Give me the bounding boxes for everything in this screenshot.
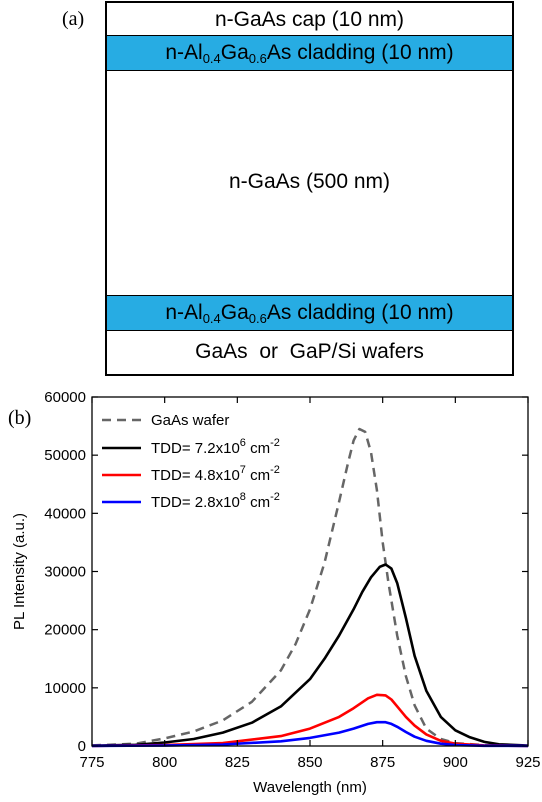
y-axis-label: PL Intensity (a.u.) [11, 513, 28, 630]
y-tick-label-10000: 10000 [44, 680, 86, 697]
y-tick-label-0: 0 [78, 738, 86, 755]
x-tick-label-850: 850 [297, 754, 322, 771]
substrate-layer: GaAs or GaP/Si wafers [107, 329, 512, 374]
x-tick-label-925: 925 [515, 754, 540, 771]
cap-layer-label: n-GaAs cap (10 nm) [214, 7, 405, 31]
top-cladding-label: n-Al0.4Ga0.6As cladding (10 nm) [165, 40, 454, 66]
x-tick-label-775: 775 [79, 754, 104, 771]
substrate-label: GaAs or GaP/Si wafers [195, 339, 424, 363]
y-tick-label-20000: 20000 [44, 622, 86, 639]
x-tick-label-800: 800 [152, 754, 177, 771]
bottom-cladding-layer: n-Al0.4Ga0.6As cladding (10 nm) [107, 295, 512, 331]
x-axis-label: Wavelength (nm) [253, 779, 367, 796]
y-tick-label-50000: 50000 [44, 447, 86, 464]
gaas-bulk-layer: n-GaAs (500 nm) [107, 69, 512, 295]
series-line-2 [91, 693, 529, 748]
y-tick-label-30000: 30000 [44, 564, 86, 581]
series-line-0 [91, 427, 529, 747]
panel-a-label: (a) [62, 8, 85, 30]
y-tick-label-40000: 40000 [44, 505, 86, 522]
x-tick-label-900: 900 [443, 754, 468, 771]
pl-spectra-chart: 775 800 825 850 875 900 925 0 10000 20000 30000 400… [11, 389, 541, 796]
x-tick-label-875: 875 [370, 754, 395, 771]
y-tick-label-60000: 60000 [44, 389, 86, 406]
layer-stack-diagram: n-GaAs cap (10 nm) n-Al0.4Ga0.6As claddi… [105, 1, 514, 376]
top-cladding-layer: n-Al0.4Ga0.6As cladding (10 nm) [107, 35, 512, 71]
series-line-1 [91, 563, 529, 747]
x-tick-label-825: 825 [225, 754, 250, 771]
gaas-bulk-label: n-GaAs (500 nm) [228, 170, 391, 193]
bottom-cladding-label: n-Al0.4Ga0.6As cladding (10 nm) [165, 300, 454, 326]
series-line-3 [91, 720, 529, 748]
legend-label-1: TDD= 7.2x106 cm-2 [151, 437, 280, 457]
panel-b-label: (b) [8, 407, 32, 429]
cap-layer: n-GaAs cap (10 nm) [107, 3, 512, 36]
legend-label-2: TDD= 4.8x107 cm-2 [151, 464, 280, 484]
legend-label-0: GaAs wafer [151, 412, 229, 429]
legend-label-3: TDD= 2.8x108 cm-2 [151, 491, 280, 511]
